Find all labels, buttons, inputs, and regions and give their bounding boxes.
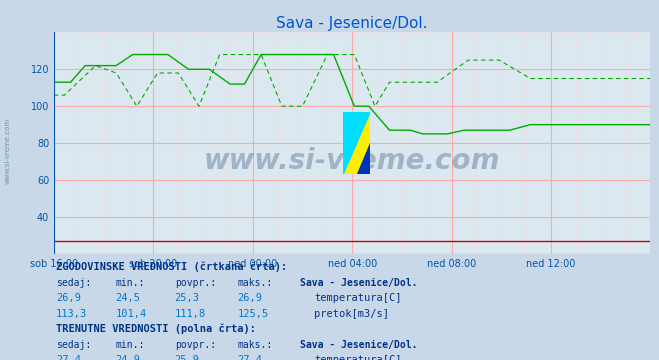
Text: 25,9: 25,9 <box>175 355 200 360</box>
Text: www.si-vreme.com: www.si-vreme.com <box>204 147 500 175</box>
Text: TRENUTNE VREDNOSTI (polna črta):: TRENUTNE VREDNOSTI (polna črta): <box>56 324 256 334</box>
Text: 125,5: 125,5 <box>237 309 268 319</box>
Text: 26,9: 26,9 <box>56 293 81 303</box>
Text: sedaj:: sedaj: <box>56 278 91 288</box>
Text: 111,8: 111,8 <box>175 309 206 319</box>
Text: Sava - Jesenice/Dol.: Sava - Jesenice/Dol. <box>300 278 417 288</box>
Text: 26,9: 26,9 <box>237 293 262 303</box>
Text: 24,9: 24,9 <box>115 355 140 360</box>
Text: 27,4: 27,4 <box>237 355 262 360</box>
Text: Sava - Jesenice/Dol.: Sava - Jesenice/Dol. <box>300 340 417 350</box>
Text: sedaj:: sedaj: <box>56 340 91 350</box>
Text: min.:: min.: <box>115 278 145 288</box>
Text: 24,5: 24,5 <box>115 293 140 303</box>
Text: 27,4: 27,4 <box>56 355 81 360</box>
Text: ZGODOVINSKE VREDNOSTI (črtkana črta):: ZGODOVINSKE VREDNOSTI (črtkana črta): <box>56 261 287 271</box>
Text: min.:: min.: <box>115 340 145 350</box>
Text: 113,3: 113,3 <box>56 309 87 319</box>
Title: Sava - Jesenice/Dol.: Sava - Jesenice/Dol. <box>277 16 428 31</box>
Text: maks.:: maks.: <box>237 278 272 288</box>
Text: www.si-vreme.com: www.si-vreme.com <box>5 118 11 184</box>
Text: pretok[m3/s]: pretok[m3/s] <box>314 309 389 319</box>
Text: povpr.:: povpr.: <box>175 278 215 288</box>
Text: povpr.:: povpr.: <box>175 340 215 350</box>
Text: 25,3: 25,3 <box>175 293 200 303</box>
Text: temperatura[C]: temperatura[C] <box>314 293 402 303</box>
Text: temperatura[C]: temperatura[C] <box>314 355 402 360</box>
Text: maks.:: maks.: <box>237 340 272 350</box>
Text: 101,4: 101,4 <box>115 309 146 319</box>
